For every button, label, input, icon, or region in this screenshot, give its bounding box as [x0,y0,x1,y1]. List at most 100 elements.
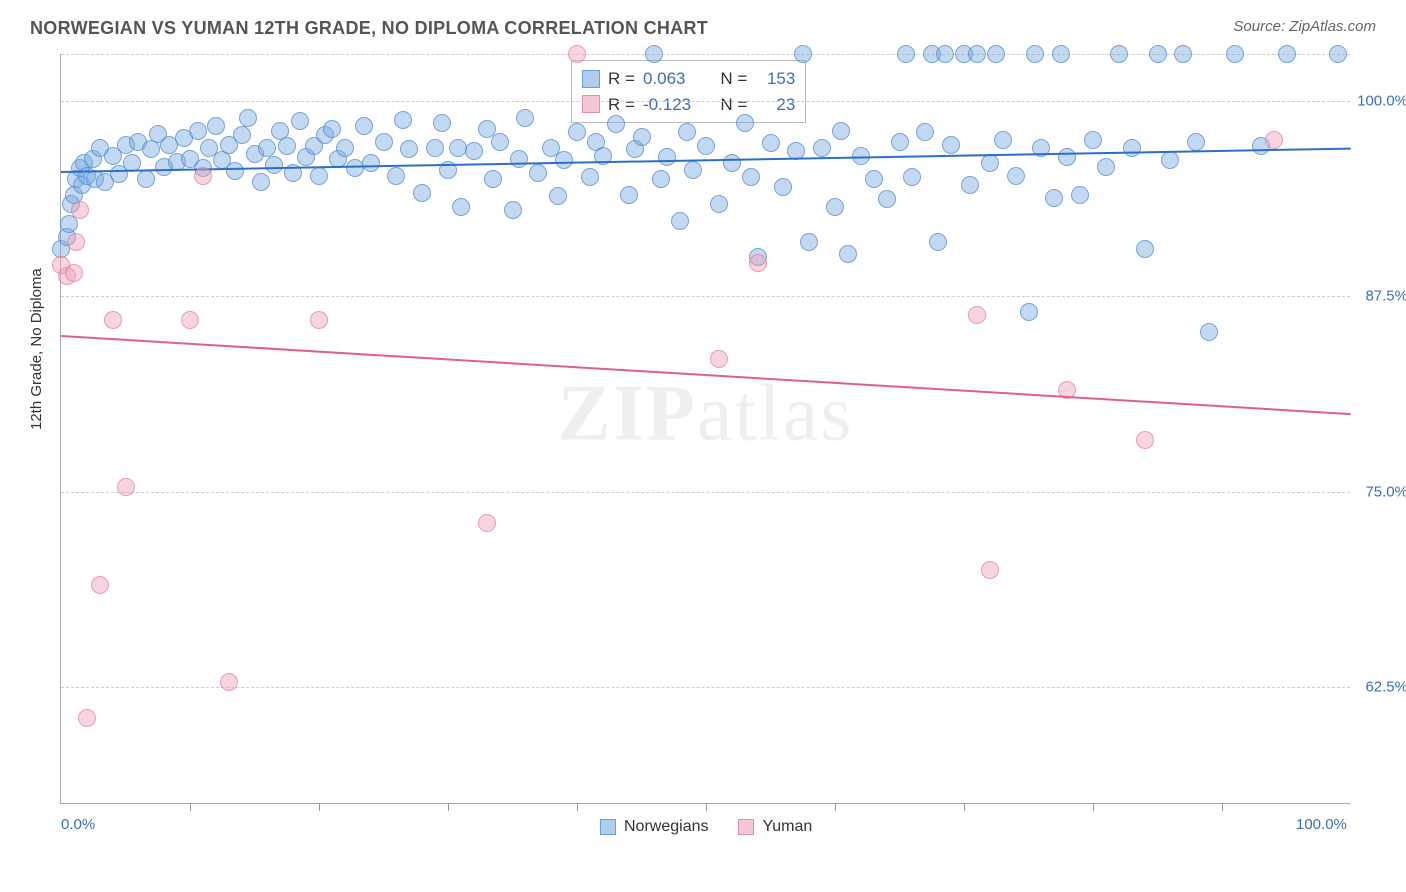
data-point [568,45,586,63]
gridline [61,492,1350,493]
y-tick-label: 100.0% [1357,92,1406,109]
data-point [1084,131,1102,149]
data-point [400,140,418,158]
data-point [142,140,160,158]
x-tick-label: 0.0% [61,816,95,833]
data-point [71,201,89,219]
data-point [65,264,83,282]
legend-r-label: R = [608,92,635,118]
data-point [310,167,328,185]
data-point [671,212,689,230]
data-point [794,45,812,63]
data-point [278,137,296,155]
data-point [774,178,792,196]
data-point [555,151,573,169]
data-point [387,167,405,185]
data-point [137,170,155,188]
trend-line [61,335,1351,415]
data-point [1226,45,1244,63]
legend-item: Yuman [738,818,812,836]
data-point [1071,186,1089,204]
data-point [891,133,909,151]
data-point [1110,45,1128,63]
data-point [832,122,850,140]
data-point [929,233,947,251]
data-point [504,201,522,219]
data-point [91,576,109,594]
data-point [1278,45,1296,63]
data-point [1020,303,1038,321]
data-point [916,123,934,141]
x-tick [1093,803,1094,811]
data-point [484,170,502,188]
y-tick-label: 62.5% [1365,678,1406,695]
gridline [61,296,1350,297]
data-point [981,154,999,172]
data-point [491,133,509,151]
legend-n-value: 23 [755,92,795,118]
data-point [1329,45,1347,63]
legend-item: Norwegians [600,818,708,836]
data-point [104,311,122,329]
data-point [529,164,547,182]
legend-n-value: 153 [755,66,795,92]
data-point [903,168,921,186]
x-tick [319,803,320,811]
y-axis-label: 12th Grade, No Diploma [28,268,45,430]
data-point [323,120,341,138]
data-point [452,198,470,216]
legend-swatch [600,819,616,835]
data-point [426,139,444,157]
data-point [375,133,393,151]
data-point [994,131,1012,149]
data-point [478,514,496,532]
data-point [942,136,960,154]
data-point [78,709,96,727]
legend-label: Yuman [762,818,812,836]
data-point [968,306,986,324]
data-point [1149,45,1167,63]
data-point [67,233,85,251]
x-tick [835,803,836,811]
data-point [936,45,954,63]
data-point [1058,148,1076,166]
data-point [736,114,754,132]
x-tick [964,803,965,811]
data-point [749,254,767,272]
data-point [394,111,412,129]
scatter-plot: ZIPatlas R = 0.063 N = 153R = -0.123 N =… [60,54,1350,804]
data-point [252,173,270,191]
data-point [516,109,534,127]
legend-swatch [738,819,754,835]
data-point [181,311,199,329]
data-point [878,190,896,208]
series-legend: Norwegians Yuman [600,818,812,836]
data-point [897,45,915,63]
data-point [800,233,818,251]
x-tick [448,803,449,811]
data-point [233,126,251,144]
data-point [1136,431,1154,449]
data-point [258,139,276,157]
legend-r-label: R = [608,66,635,92]
data-point [310,311,328,329]
data-point [1200,323,1218,341]
x-tick-label: 100.0% [1296,816,1347,833]
data-point [413,184,431,202]
y-tick-label: 87.5% [1365,288,1406,305]
data-point [549,187,567,205]
data-point [510,150,528,168]
data-point [645,45,663,63]
data-point [1136,240,1154,258]
stats-legend: R = 0.063 N = 153R = -0.123 N = 23 [571,60,806,123]
data-point [239,109,257,127]
legend-n-label: N = [711,66,747,92]
data-point [865,170,883,188]
x-tick [706,803,707,811]
data-point [336,139,354,157]
data-point [633,128,651,146]
data-point [710,350,728,368]
data-point [1007,167,1025,185]
data-point [697,137,715,155]
data-point [1161,151,1179,169]
